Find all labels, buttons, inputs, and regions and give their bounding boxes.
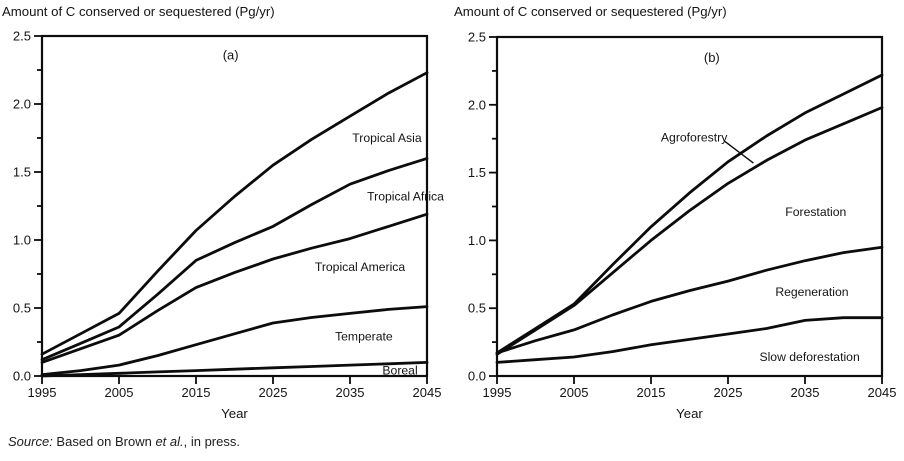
chart-panel-b: Amount of C conserved or sequestered (Pg… bbox=[454, 4, 897, 421]
y-tick-label: 2.0 bbox=[13, 97, 31, 112]
source-note-body: Based on Brown bbox=[52, 434, 156, 449]
panel-letter: (b) bbox=[704, 50, 720, 65]
series-line-regeneration bbox=[495, 245, 884, 355]
series-line-tropical-america bbox=[40, 212, 429, 364]
series-label-agroforestry: Agroforestry bbox=[661, 130, 728, 144]
x-tick-label: 2005 bbox=[560, 385, 589, 400]
chart-title: Amount of C conserved or sequestered (Pg… bbox=[454, 4, 727, 19]
series-label-forestation: Forestation bbox=[785, 205, 846, 219]
y-tick-label: 1.5 bbox=[468, 165, 486, 180]
y-tick-label: 1.5 bbox=[13, 165, 31, 180]
chart-title: Amount of C conserved or sequestered (Pg… bbox=[2, 4, 275, 19]
x-tick-label: 2035 bbox=[791, 385, 820, 400]
series-label-temperate: Temperate bbox=[335, 330, 393, 344]
chart-panel-a: Amount of C conserved or sequestered (Pg… bbox=[2, 4, 444, 421]
series-line-tropical-africa bbox=[40, 156, 429, 362]
panel-letter: (a) bbox=[223, 48, 239, 63]
y-tick-label: 2.5 bbox=[13, 29, 31, 44]
y-tick-label: 2.0 bbox=[468, 97, 486, 112]
series-label-boreal: Boreal bbox=[382, 364, 417, 378]
x-tick-label: 2005 bbox=[105, 385, 134, 400]
x-tick-label: 2025 bbox=[259, 385, 288, 400]
y-tick-label: 0.5 bbox=[468, 301, 486, 316]
x-axis-label: Year bbox=[221, 406, 248, 421]
x-tick-label: 1995 bbox=[28, 385, 57, 400]
source-note-prefix: Source: bbox=[8, 434, 53, 449]
series-label-tropical-asia: Tropical Asia bbox=[352, 131, 422, 145]
label-pointer-line bbox=[724, 140, 754, 164]
source-note: Source: Based on Brown et al., in press. bbox=[8, 434, 240, 449]
y-tick-label: 1.0 bbox=[13, 233, 31, 248]
y-tick-label: 0.5 bbox=[13, 301, 31, 316]
x-axis-label: Year bbox=[676, 406, 703, 421]
x-tick-label: 2035 bbox=[336, 385, 365, 400]
series-line-tropical-asia bbox=[40, 71, 429, 356]
x-tick-label: 1995 bbox=[483, 385, 512, 400]
y-tick-label: 1.0 bbox=[468, 233, 486, 248]
x-tick-label: 2045 bbox=[413, 385, 442, 400]
source-note-etal: et al. bbox=[155, 434, 184, 449]
series-line-slow-deforestation bbox=[495, 316, 884, 364]
source-note-suffix: , in press. bbox=[183, 434, 240, 449]
y-tick-label: 2.5 bbox=[468, 30, 486, 45]
x-tick-label: 2025 bbox=[714, 385, 743, 400]
series-line-temperate bbox=[40, 305, 429, 377]
series-line-forestation bbox=[495, 106, 884, 356]
y-tick-label: 0.0 bbox=[468, 369, 486, 384]
series-label-tropical-america: Tropical America bbox=[315, 260, 406, 274]
y-tick-label: 0.0 bbox=[13, 369, 31, 384]
series-label-tropical-africa: Tropical Africa bbox=[367, 189, 444, 203]
x-tick-label: 2015 bbox=[182, 385, 211, 400]
series-label-slow-deforestation: Slow deforestation bbox=[759, 350, 859, 364]
series-line-boreal bbox=[40, 360, 429, 378]
x-tick-label: 2045 bbox=[868, 385, 897, 400]
x-tick-label: 2015 bbox=[637, 385, 666, 400]
series-label-regeneration: Regeneration bbox=[775, 285, 848, 299]
